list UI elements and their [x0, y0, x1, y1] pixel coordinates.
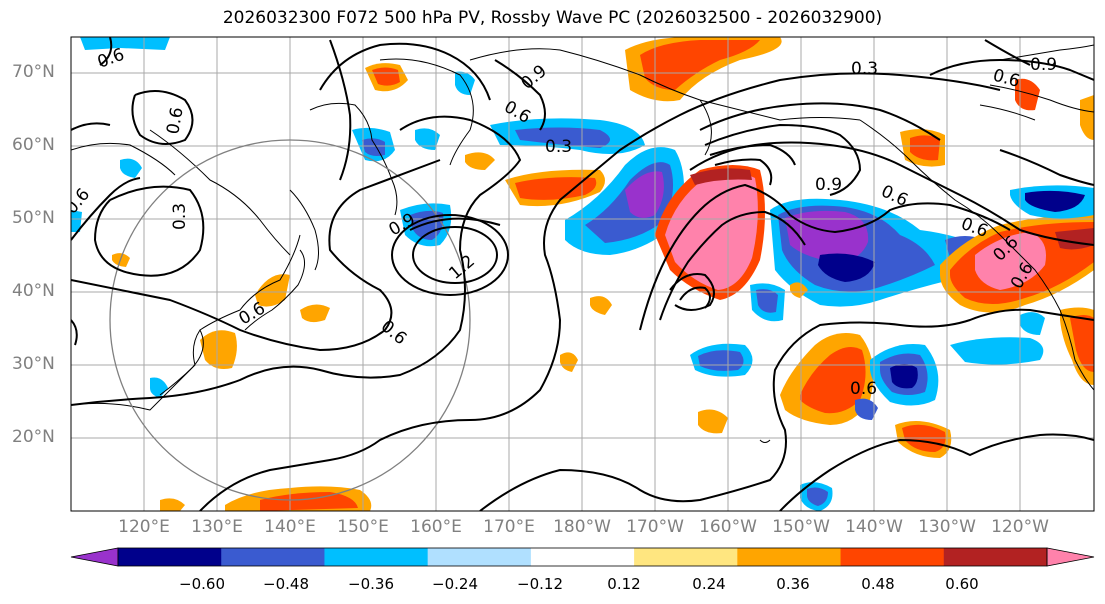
lon-label: 150°W [772, 517, 830, 537]
pv-contours [71, 37, 1094, 511]
lat-label-30n: 30°N [12, 354, 55, 374]
pv-contour-line [93, 185, 205, 277]
colorbar-tick-label: −0.12 [517, 575, 563, 593]
pv-contour-line [679, 286, 711, 309]
lat-label-40n: 40°N [12, 281, 55, 301]
negative-anomaly-region [855, 398, 878, 420]
colorbar-tick-label: 0.60 [945, 575, 979, 593]
contour-label: 0.3 [851, 59, 878, 79]
colorbar-cell [221, 548, 325, 566]
colorbar-tick-label: 0.24 [692, 575, 726, 593]
positive-anomaly-region [255, 274, 290, 307]
contour-label: 0.6 [850, 379, 877, 399]
pv-contour-line [71, 159, 441, 352]
positive-anomaly-region [698, 409, 728, 434]
colorbar-cell [737, 548, 842, 566]
lon-label: 120°E [118, 517, 170, 537]
contour-label: 0.3 [545, 137, 572, 157]
lon-label: 160°E [410, 517, 462, 537]
pv-contour-line [409, 217, 501, 231]
positive-anomaly-region [560, 352, 578, 372]
colorbar-cell [530, 548, 635, 566]
lon-label: 130°E [191, 517, 243, 537]
colorbar-tick-label: −0.60 [179, 575, 225, 593]
reference-circle [109, 139, 471, 501]
contour-label: 0.9 [815, 175, 842, 195]
contour-label: 0.3 [170, 203, 190, 230]
negative-anomaly-region [80, 37, 170, 50]
positive-anomaly-region [112, 253, 130, 267]
map-frame [70, 36, 1095, 512]
pv-contour-line [199, 72, 1001, 511]
colorbar-tick-label: 0.36 [776, 575, 810, 593]
lat-label-60n: 60°N [12, 135, 55, 155]
pv-contour-line [984, 39, 1031, 66]
positive-anomaly-region [1015, 78, 1040, 111]
lon-label: 140°E [264, 517, 316, 537]
pv-contour-line [71, 177, 141, 241]
negative-anomaly-region [1020, 312, 1045, 335]
lat-label-70n: 70°N [12, 62, 55, 82]
negative-anomaly-region [415, 128, 440, 150]
contour-label: 0.9 [1030, 55, 1057, 75]
colorbar-tick-label: 0.12 [607, 575, 641, 593]
lon-label: 130°W [918, 517, 976, 537]
pv-contour-line [704, 123, 862, 196]
colorbar-tick-label: −0.24 [432, 575, 478, 593]
positive-anomaly-region [590, 296, 612, 315]
lon-label: 150°E [337, 517, 389, 537]
lon-label: 140°W [845, 517, 903, 537]
colorbar-tick-label: 0.48 [861, 575, 895, 593]
positive-anomaly-region [465, 152, 495, 170]
positive-anomaly-region [790, 282, 808, 298]
colorbar-cell [634, 548, 738, 566]
colorbar-cell [324, 548, 429, 566]
pv-contour-line [329, 39, 352, 181]
colorbar-cell [943, 548, 1048, 566]
colorbar-extend-right [1046, 547, 1095, 567]
pv-contour-line [479, 308, 1094, 511]
lat-label-50n: 50°N [12, 208, 55, 228]
pv-contour-line [714, 158, 773, 186]
colorbar-cell [427, 548, 532, 566]
pv-contour-line [71, 122, 111, 131]
pv-contour-line [99, 37, 113, 66]
lon-label: 170°W [626, 517, 684, 537]
positive-anomaly-region [300, 304, 330, 323]
colorbar-cell [840, 548, 945, 566]
negative-anomaly-region [71, 210, 82, 232]
positive-anomaly-region [160, 498, 185, 511]
pv-contour-line [699, 102, 941, 141]
pv-contour-line [494, 59, 546, 131]
positive-anomaly-region [200, 330, 237, 369]
positive-anomaly-region [1080, 95, 1094, 140]
lon-label: 170°E [483, 517, 535, 537]
map-title: 2026032300 F072 500 hPa PV, Rossby Wave … [222, 8, 883, 28]
colorbar-tick-label: −0.48 [263, 575, 309, 593]
pv-contour-line [131, 90, 194, 145]
colorbar [70, 547, 1095, 567]
pv-contour-line [319, 42, 491, 101]
colorbar-extend-left [70, 547, 119, 567]
graticule [71, 37, 1094, 511]
pv-contour-line [999, 149, 1094, 186]
contour-label: 0.6 [163, 106, 187, 136]
lon-label: 160°W [699, 517, 757, 537]
pv-contour-line [71, 319, 78, 346]
lon-label: 180°W [553, 517, 611, 537]
colorbar-tick-label: −0.36 [348, 575, 394, 593]
pv-contour-line [71, 115, 522, 406]
negative-anomaly-region [120, 158, 142, 178]
lon-label: 120°W [991, 517, 1049, 537]
pv-contour-line [779, 433, 1094, 511]
pv-contour-line [709, 143, 796, 166]
pv-contour-line [669, 273, 715, 311]
pv-contour-line [929, 58, 1094, 81]
negative-anomaly-region [455, 71, 475, 95]
pv-contour-line [639, 183, 1011, 331]
lat-label-20n: 20°N [12, 427, 55, 447]
colorbar-cell [118, 548, 222, 566]
